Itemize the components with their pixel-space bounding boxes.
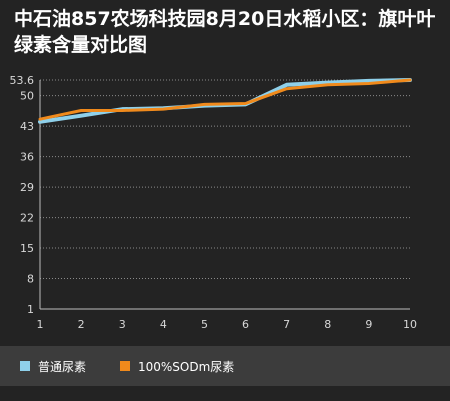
tick-labels: 1 8 15 22 29 36 43 50 53.6 1 2 3 4 5 6 7 8 9 10: [10, 74, 418, 331]
series-lines: [38, 78, 412, 124]
legend-item-series-2[interactable]: 100%SODm尿素: [120, 358, 234, 374]
y-tick-label: 50: [20, 90, 34, 103]
line-chart: 1 8 15 22 29 36 43 50 53.6 1 2 3 4 5 6 7 8 9 10: [10, 74, 418, 331]
legend-swatch: [120, 361, 130, 371]
y-tick-label: 43: [20, 120, 34, 133]
legend-swatch: [20, 361, 30, 371]
x-tick-label: 4: [160, 318, 167, 331]
legend-item-series-1[interactable]: 普通尿素: [20, 358, 86, 374]
y-tick-label: 22: [20, 212, 34, 225]
series-line-2: [38, 78, 412, 121]
x-tick-label: 7: [283, 318, 290, 331]
x-tick-label: 9: [365, 318, 372, 331]
x-tick-label: 8: [324, 318, 331, 331]
x-tick-label: 10: [403, 318, 417, 331]
chart-title: 中石油857农场科技园8月20日水稻小区：旗叶叶绿素含量对比图: [14, 8, 436, 56]
x-tick-label: 3: [119, 318, 126, 331]
x-tick-label: 2: [78, 318, 85, 331]
x-tick-label: 1: [37, 318, 44, 331]
series-line-1: [38, 78, 412, 124]
y-tick-label: 36: [20, 151, 34, 164]
y-tick-label: 1: [27, 303, 34, 316]
x-tick-label: 6: [242, 318, 249, 331]
y-tick-label: 15: [20, 242, 34, 255]
y-tick-label: 29: [20, 181, 34, 194]
y-tick-label: 53.6: [10, 74, 35, 87]
legend: 普通尿素 100%SODm尿素: [0, 346, 450, 386]
x-tick-label: 5: [201, 318, 208, 331]
legend-label: 100%SODm尿素: [138, 359, 235, 374]
y-tick-label: 8: [27, 273, 34, 286]
legend-label: 普通尿素: [38, 359, 87, 374]
